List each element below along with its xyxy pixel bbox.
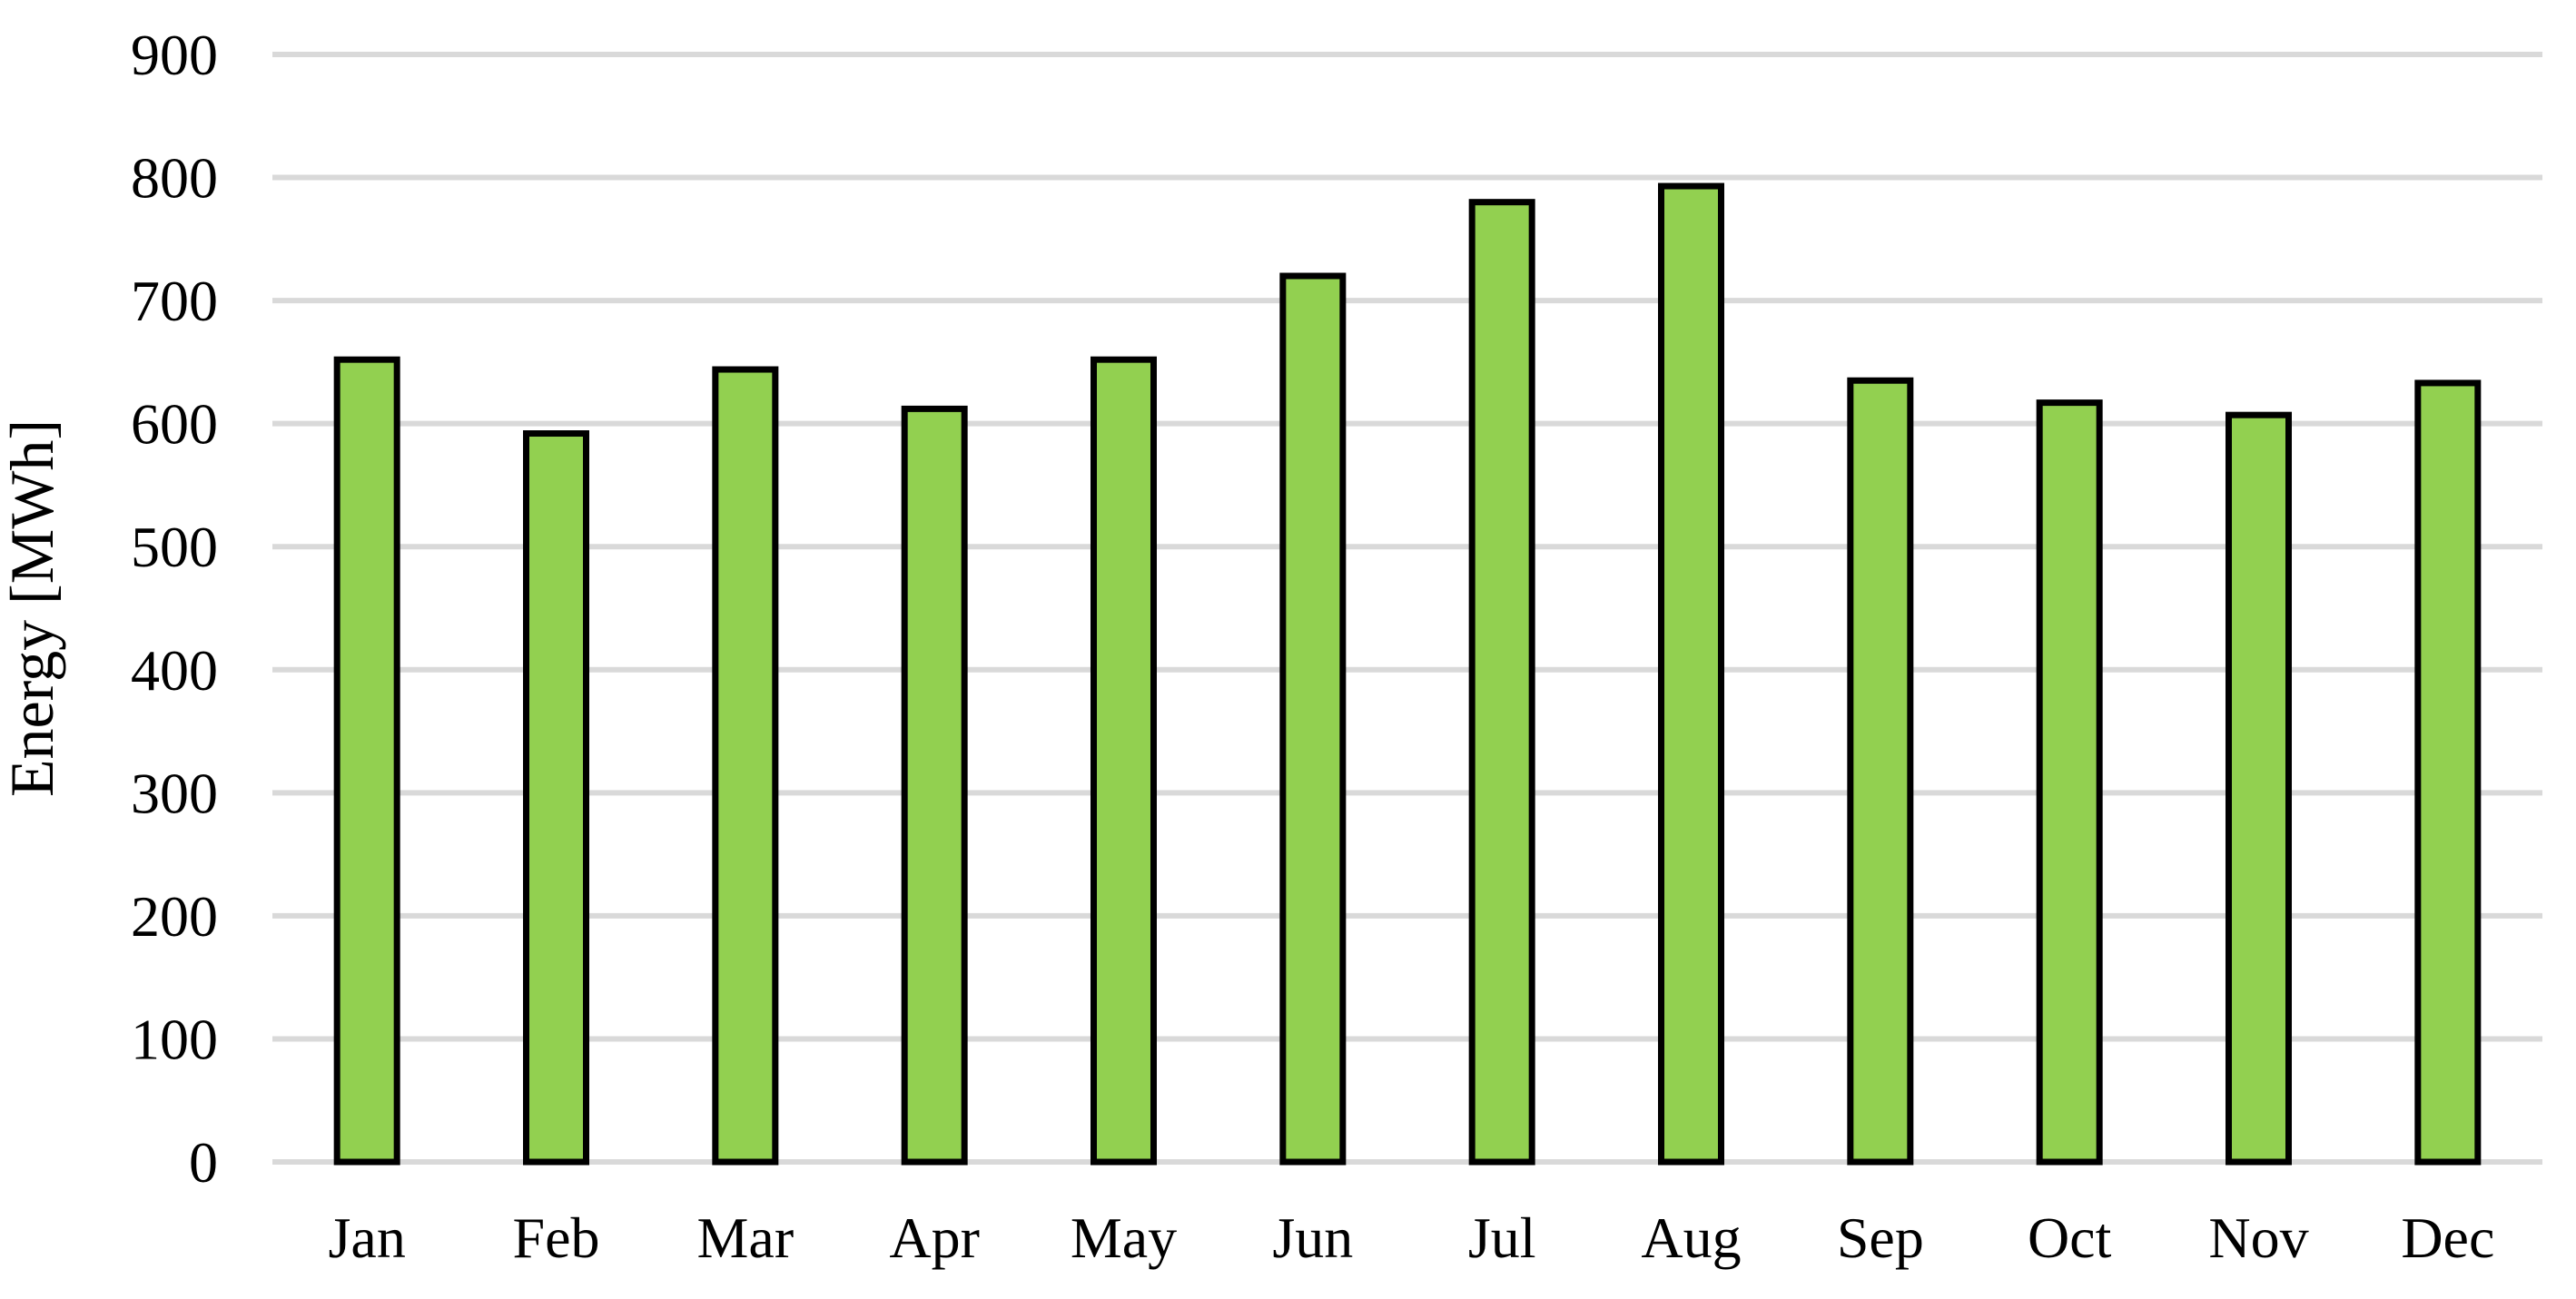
y-tick-label: 500 <box>131 515 218 579</box>
x-tick-label: Jun <box>1272 1206 1353 1270</box>
bar-jun <box>1279 272 1347 1166</box>
x-tick-label: Apr <box>889 1206 980 1270</box>
bar-jan <box>333 356 400 1166</box>
x-tick-label: Dec <box>2401 1206 2494 1270</box>
y-axis-title: Energy [MWh] <box>0 419 66 797</box>
bars <box>333 182 2482 1166</box>
x-tick-label: Mar <box>697 1206 795 1270</box>
y-tick-label: 700 <box>131 269 218 333</box>
x-tick-label: May <box>1071 1206 1177 1270</box>
bar-apr <box>901 405 968 1166</box>
y-tick-label: 100 <box>131 1007 218 1071</box>
bar-may <box>1091 356 1157 1166</box>
bar-sep <box>1847 377 1914 1166</box>
bar-nov <box>2226 411 2292 1166</box>
x-tick-label: Jan <box>329 1206 406 1270</box>
x-tick-label: Sep <box>1837 1206 1924 1270</box>
x-tick-label: Feb <box>513 1206 600 1270</box>
x-tick-label: Oct <box>2028 1206 2112 1270</box>
bar-oct <box>2036 399 2103 1166</box>
gridlines <box>272 52 2542 1165</box>
bar-jul <box>1468 199 1535 1166</box>
bar-dec <box>2414 379 2482 1166</box>
x-tick-label: Aug <box>1641 1206 1741 1270</box>
x-tick-label: Jul <box>1468 1206 1536 1270</box>
x-tick-label: Nov <box>2208 1206 2308 1270</box>
y-tick-label: 900 <box>131 23 218 87</box>
y-tick-label: 300 <box>131 761 218 825</box>
y-axis-tick-labels: 0 100 200 300 400 500 600 700 800 900 <box>131 23 218 1195</box>
bar-feb <box>523 430 589 1166</box>
y-tick-label: 200 <box>131 884 218 949</box>
bar-aug <box>1658 182 1724 1166</box>
y-tick-label: 0 <box>189 1130 218 1195</box>
y-tick-label: 800 <box>131 146 218 211</box>
y-tick-label: 400 <box>131 638 218 703</box>
y-tick-label: 600 <box>131 392 218 457</box>
x-axis-tick-labels: Jan Feb Mar Apr May Jun Jul Aug Sep Oct Nov Dec <box>329 1206 2495 1270</box>
bar-mar <box>712 366 779 1166</box>
